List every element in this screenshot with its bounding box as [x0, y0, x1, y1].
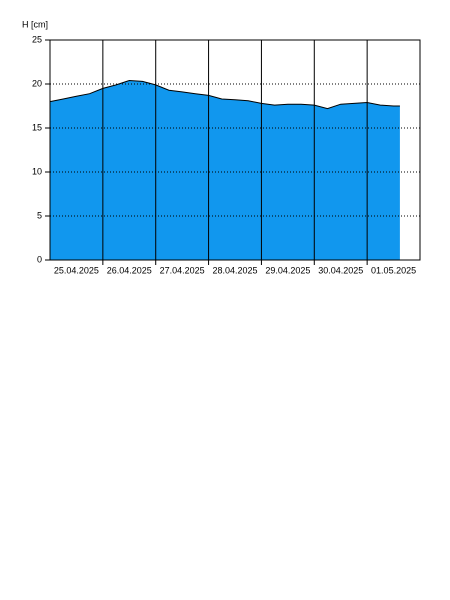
y-axis-label: H [cm]	[22, 19, 48, 29]
y-tick-label: 15	[32, 122, 42, 132]
x-tick-label: 29.04.2025	[265, 265, 310, 275]
x-tick-label: 25.04.2025	[54, 265, 99, 275]
x-tick-label: 01.05.2025	[371, 265, 416, 275]
y-tick-label: 20	[32, 78, 42, 88]
y-tick-label: 0	[37, 254, 42, 264]
area	[50, 80, 400, 260]
x-tick-label: 30.04.2025	[318, 265, 363, 275]
x-tick-label: 27.04.2025	[160, 265, 205, 275]
y-tick-label: 10	[32, 166, 42, 176]
y-tick-label: 25	[32, 34, 42, 44]
x-tick-label: 26.04.2025	[107, 265, 152, 275]
area-outline	[49, 79, 400, 110]
x-tick-label: 28.04.2025	[212, 265, 257, 275]
y-tick-label: 5	[37, 210, 42, 220]
plot-frame	[49, 39, 421, 261]
